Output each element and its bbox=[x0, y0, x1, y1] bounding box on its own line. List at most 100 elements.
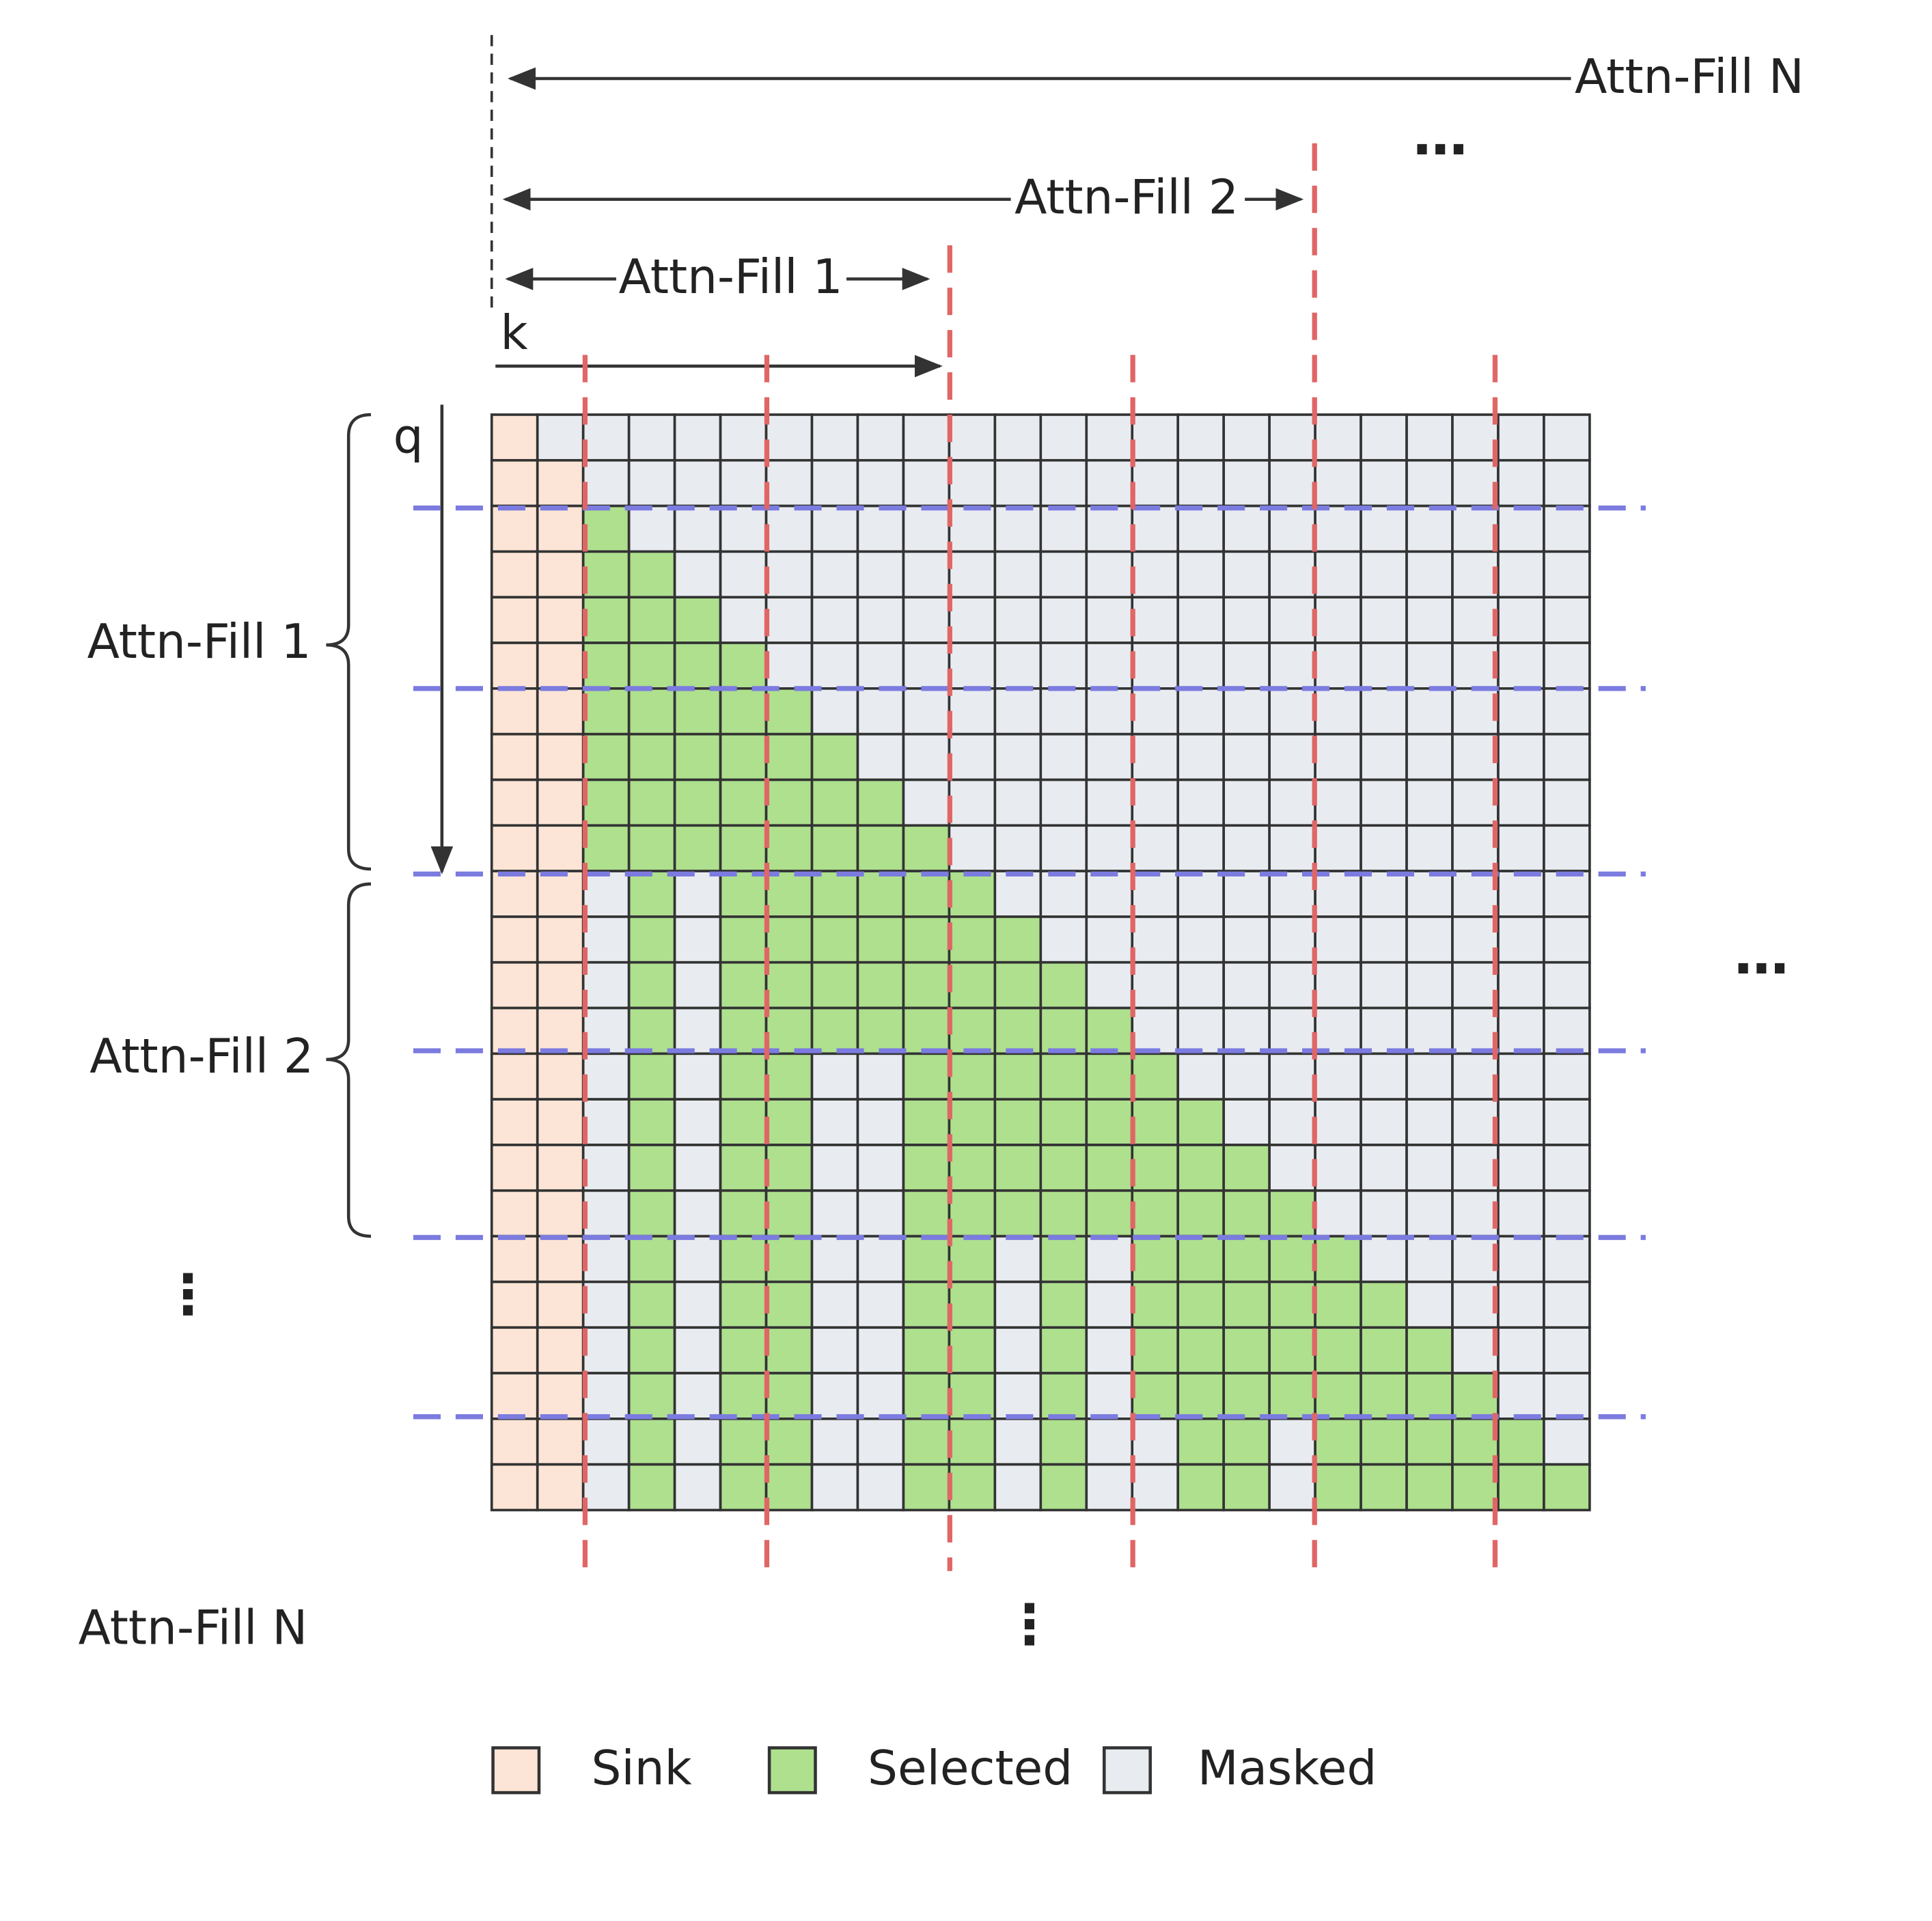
grid-cell bbox=[1543, 1463, 1591, 1512]
grid-cell bbox=[993, 1372, 1043, 1420]
grid-cell bbox=[1085, 732, 1134, 782]
grid-cell bbox=[948, 687, 997, 736]
grid-cell bbox=[673, 1372, 722, 1420]
grid-cell bbox=[536, 550, 585, 599]
grid-cell bbox=[1268, 1372, 1316, 1420]
grid-cell bbox=[1543, 641, 1591, 690]
grid-cell bbox=[1131, 504, 1180, 553]
grid-cell bbox=[1222, 732, 1271, 782]
grid-cell bbox=[536, 732, 585, 782]
grid-cell bbox=[902, 870, 951, 918]
grid-cell bbox=[1497, 458, 1545, 508]
grid-cell bbox=[627, 1189, 676, 1238]
grid-cell bbox=[1360, 504, 1408, 553]
grid-cell bbox=[1314, 1463, 1362, 1512]
grid-cell bbox=[1314, 687, 1362, 736]
grid-cell bbox=[993, 413, 1043, 462]
grid-cell bbox=[1543, 1144, 1591, 1192]
grid-cell bbox=[536, 915, 585, 964]
span-label: Attn-Fill 1 bbox=[619, 250, 843, 305]
grid-cell bbox=[581, 1280, 631, 1329]
grid-cell bbox=[627, 458, 676, 508]
grid-cell bbox=[1268, 1052, 1316, 1101]
grid-cell bbox=[673, 596, 722, 644]
group-label: Attn-Fill N bbox=[79, 1601, 308, 1655]
grid-cell bbox=[673, 1006, 722, 1055]
grid-cell bbox=[948, 915, 997, 964]
grid-cell bbox=[1268, 641, 1316, 690]
grid-cell bbox=[1497, 550, 1545, 599]
grid-cell bbox=[1360, 1234, 1408, 1284]
grid-cell bbox=[1405, 1372, 1454, 1420]
grid-cell bbox=[1360, 870, 1408, 918]
attention-grid bbox=[490, 413, 1591, 1512]
grid-cell bbox=[1405, 1189, 1454, 1238]
grid-cell bbox=[1360, 1189, 1408, 1238]
legend-swatch bbox=[1102, 1746, 1152, 1795]
grid-cell bbox=[1176, 641, 1226, 690]
grid-cell bbox=[1039, 1418, 1088, 1466]
grid-cell bbox=[1085, 960, 1134, 1010]
grid-cell bbox=[536, 870, 585, 918]
grid-cell bbox=[1451, 870, 1500, 918]
grid-cell bbox=[948, 1280, 997, 1329]
grid-cell bbox=[1497, 687, 1545, 736]
grid-cell bbox=[1176, 687, 1226, 736]
grid-cell bbox=[627, 1463, 676, 1512]
grid-cell bbox=[856, 824, 905, 872]
grid-cell bbox=[719, 1234, 768, 1284]
grid-cell bbox=[1131, 687, 1180, 736]
grid-cell bbox=[581, 413, 631, 462]
grid-cell bbox=[627, 1418, 676, 1466]
grid-cell bbox=[673, 960, 722, 1010]
grid-cell bbox=[536, 960, 585, 1010]
grid-cell bbox=[673, 687, 722, 736]
grid-cell bbox=[1360, 778, 1408, 827]
grid-cell bbox=[581, 504, 631, 553]
grid-cell bbox=[1497, 915, 1545, 964]
grid-cell bbox=[1131, 458, 1180, 508]
grid-cell bbox=[719, 458, 768, 508]
grid-cell bbox=[1176, 1189, 1226, 1238]
grid-cell bbox=[1314, 1052, 1362, 1101]
grid-cell bbox=[719, 1372, 768, 1420]
grid-cell bbox=[1360, 1280, 1408, 1329]
grid-cell bbox=[1039, 960, 1088, 1010]
grid-cell bbox=[490, 458, 539, 508]
grid-cell bbox=[1451, 687, 1500, 736]
grid-cell bbox=[764, 458, 814, 508]
grid-cell bbox=[719, 413, 768, 462]
grid-cell bbox=[1222, 960, 1271, 1010]
grid-cell bbox=[1405, 1052, 1454, 1101]
grid-cell bbox=[1360, 1098, 1408, 1146]
grid-cell bbox=[948, 824, 997, 872]
grid-cell bbox=[1131, 915, 1180, 964]
grid-cell bbox=[581, 641, 631, 690]
grid-cell bbox=[810, 1463, 859, 1512]
grid-cell bbox=[1543, 732, 1591, 782]
grid-cell bbox=[1543, 1280, 1591, 1329]
grid-cell bbox=[1085, 641, 1134, 690]
ellipsis: ⋮ bbox=[161, 1263, 215, 1327]
grid-cell bbox=[993, 458, 1043, 508]
grid-cell bbox=[810, 1234, 859, 1284]
grid-cell bbox=[1360, 1052, 1408, 1101]
grid-cell bbox=[1131, 1372, 1180, 1420]
grid-cell bbox=[1405, 550, 1454, 599]
grid-cell bbox=[673, 1418, 722, 1466]
grid-cell bbox=[673, 870, 722, 918]
grid-cell bbox=[1039, 550, 1088, 599]
grid-cell bbox=[627, 596, 676, 644]
grid-cell bbox=[490, 1144, 539, 1192]
grid-cell bbox=[1497, 641, 1545, 690]
brace bbox=[326, 882, 372, 1238]
grid-cell bbox=[1543, 1052, 1591, 1101]
grid-cell bbox=[1268, 1280, 1316, 1329]
grid-cell bbox=[673, 778, 722, 827]
grid-cell bbox=[1543, 870, 1591, 918]
grid-cell bbox=[993, 824, 1043, 872]
grid-cell bbox=[993, 1144, 1043, 1192]
grid-cell bbox=[1451, 1326, 1500, 1374]
grid-cell bbox=[1268, 1418, 1316, 1466]
grid-cell bbox=[1405, 1144, 1454, 1192]
